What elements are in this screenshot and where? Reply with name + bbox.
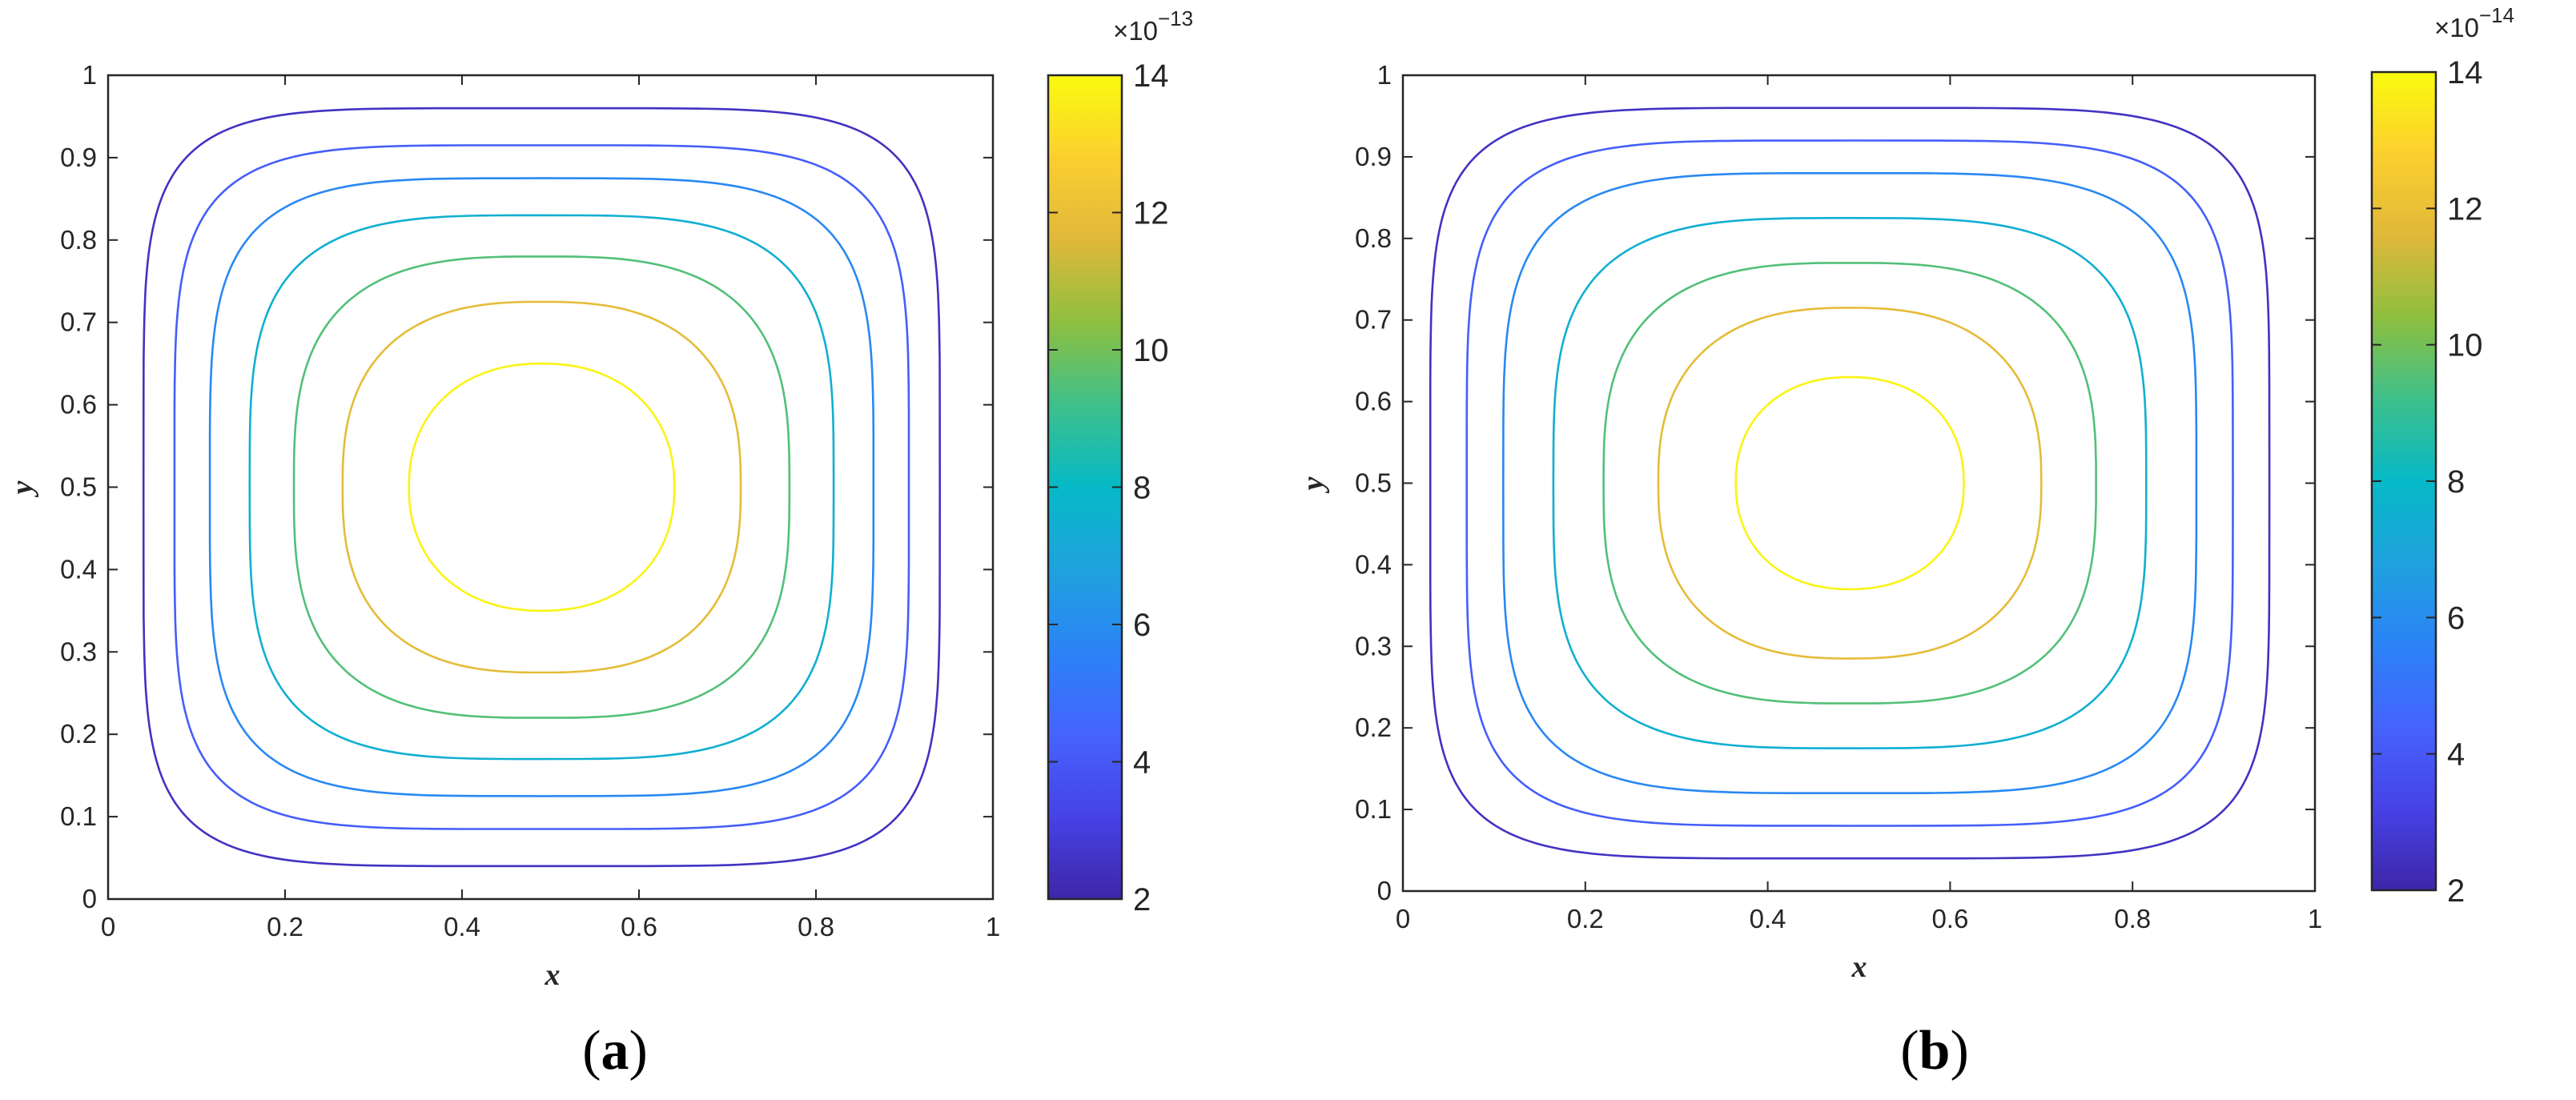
x-tick-label-a-1: 0.2 [267, 912, 303, 941]
y-tick-label-b-6: 0.6 [1355, 387, 1392, 416]
panel-b: 0 0.2 0.4 0.6 0.8 100.10.20.30.40.50.60.70.80… [1296, 3, 2514, 1082]
contour-group-a [142, 106, 942, 868]
colorbar-multiplier-b: ×10−14 [2434, 3, 2514, 42]
colorbar-tick-label-b-2: 6 [2447, 600, 2465, 636]
contour-line-a-0 [142, 106, 942, 868]
panel-caption-a: (a) [582, 1020, 648, 1082]
colorbar-tick-label-b-1: 4 [2447, 737, 2465, 773]
colorbar-b [2370, 70, 2437, 892]
y-tick-label-b-0: 0 [1377, 876, 1392, 905]
x-tick-label-a-0: 0 [101, 912, 115, 941]
colorbar-tick-label-a-4: 10 [1133, 333, 1169, 368]
contour-line-a-6 [408, 362, 676, 612]
x-axis-label-a: x [545, 958, 561, 992]
y-tick-label-b-4: 0.4 [1355, 549, 1392, 579]
x-axis-label-b: x [1851, 950, 1867, 984]
colorbar-ticks-b: 2 4 6 8 10 12 14 [2372, 55, 2483, 909]
colorbar-multiplier-a: ×10−13 [1113, 6, 1193, 46]
y-tick-label-a-9: 0.9 [60, 143, 97, 172]
contour-line-b-2 [1501, 172, 2198, 794]
panel-caption-b: (b) [1900, 1020, 1969, 1082]
y-axis-label-a: y [6, 480, 39, 497]
colorbar-a [1047, 74, 1123, 901]
contour-line-a-1 [173, 144, 910, 830]
contour-line-a-4 [292, 255, 791, 719]
y-tick-label-a-2: 0.2 [60, 719, 97, 749]
contour-group-b [1429, 106, 2271, 860]
colorbar-tick-label-a-6: 14 [1133, 58, 1169, 94]
colorbar-tick-label-b-3: 8 [2447, 464, 2465, 500]
colorbar-ticks-a: 2 4 6 8 10 12 14 [1048, 58, 1169, 917]
colorbar-tick-label-a-0: 2 [1133, 882, 1151, 917]
x-tick-label-b-4: 0.8 [2114, 904, 2151, 933]
contour-line-a-3 [248, 214, 835, 761]
y-tick-label-a-7: 0.7 [60, 307, 97, 337]
colorbar-tick-label-b-0: 2 [2447, 873, 2465, 909]
x-tick-label-a-2: 0.4 [444, 912, 480, 941]
x-tick-label-b-3: 0.6 [1931, 904, 1968, 933]
colorbar-tick-label-b-5: 12 [2447, 191, 2483, 227]
y-tick-label-b-7: 0.7 [1355, 305, 1392, 335]
y-tick-label-b-5: 0.5 [1355, 468, 1392, 498]
contour-line-b-5 [1657, 307, 2043, 660]
contour-line-a-2 [208, 177, 875, 797]
y-tick-label-a-8: 0.8 [60, 225, 97, 255]
contour-line-a-5 [341, 300, 742, 674]
contour-line-b-0 [1429, 106, 2271, 860]
x-tick-label-b-1: 0.2 [1567, 904, 1604, 933]
colorbar-tick-label-b-4: 10 [2447, 328, 2483, 363]
colorbar-tick-label-b-6: 14 [2447, 55, 2483, 90]
axis-ticks-a: 0 0.2 0.4 0.6 0.8 1 0 0.1 0.2 0.3 0.4 0.5 0.6 0.7 0.8 0… [60, 60, 1000, 941]
y-tick-label-a-10: 1 [82, 60, 97, 90]
axis-ticks-b: 0 0.2 0.4 0.6 0.8 1 0 0.1 0.2 0.3 0.4 0.5 0.6 0.7 0.8 0… [1355, 60, 2322, 933]
plot-area-b [1401, 74, 2317, 893]
contour-line-b-6 [1734, 375, 1965, 591]
contour-line-b-1 [1465, 139, 2234, 827]
x-tick-label-b-2: 0.4 [1750, 904, 1786, 933]
y-tick-label-b-1: 0.1 [1355, 794, 1392, 824]
y-tick-label-b-2: 0.2 [1355, 713, 1392, 742]
contour-line-b-3 [1552, 216, 2148, 750]
panel-a: 0 0.2 0.4 0.6 0.8 100.10.20.30.40.50.60.70.80… [6, 6, 1193, 1082]
y-tick-label-a-3: 0.3 [60, 636, 97, 666]
colorbar-tick-label-a-2: 6 [1133, 608, 1151, 643]
y-axis-label-b: y [1296, 476, 1330, 493]
y-tick-label-a-4: 0.4 [60, 554, 97, 584]
y-tick-label-b-8: 0.8 [1355, 223, 1392, 253]
contour-line-b-4 [1602, 262, 2097, 705]
y-tick-label-a-6: 0.6 [60, 390, 97, 420]
x-tick-label-a-5: 1 [986, 912, 1000, 941]
x-tick-label-b-0: 0 [1396, 904, 1410, 933]
plot-area-a [106, 74, 995, 901]
colorbar-tick-label-a-1: 4 [1133, 745, 1151, 781]
x-tick-label-a-4: 0.8 [798, 912, 834, 941]
colorbar-tick-label-a-3: 8 [1133, 471, 1151, 506]
colorbar-tick-label-a-5: 12 [1133, 196, 1169, 231]
y-tick-label-b-3: 0.3 [1355, 631, 1392, 660]
x-tick-label-b-5: 1 [2308, 904, 2322, 933]
y-tick-label-a-1: 0.1 [60, 801, 97, 831]
y-tick-label-a-0: 0 [82, 884, 97, 913]
y-tick-label-b-10: 1 [1377, 60, 1392, 90]
x-tick-label-a-3: 0.6 [621, 912, 657, 941]
y-tick-label-a-5: 0.5 [60, 472, 97, 502]
y-tick-label-b-9: 0.9 [1355, 142, 1392, 171]
